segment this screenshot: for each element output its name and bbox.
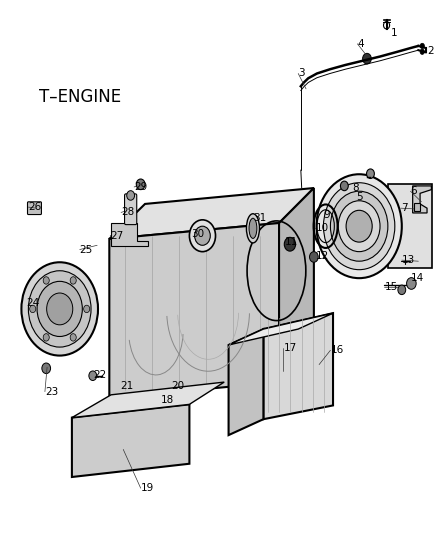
- Text: 10: 10: [316, 223, 329, 233]
- Ellipse shape: [247, 214, 259, 243]
- Text: 28: 28: [121, 207, 134, 217]
- Text: 7: 7: [401, 203, 407, 213]
- Text: 4: 4: [357, 39, 364, 49]
- Circle shape: [136, 179, 145, 190]
- Polygon shape: [279, 188, 314, 382]
- Circle shape: [47, 293, 73, 325]
- Text: 15: 15: [385, 281, 398, 292]
- Circle shape: [189, 220, 215, 252]
- Ellipse shape: [154, 392, 178, 404]
- Text: 30: 30: [191, 229, 204, 239]
- Text: 13: 13: [402, 255, 415, 265]
- Circle shape: [43, 334, 49, 341]
- Circle shape: [330, 191, 388, 261]
- Circle shape: [170, 383, 177, 392]
- Circle shape: [406, 278, 416, 289]
- Circle shape: [398, 285, 406, 295]
- Circle shape: [284, 237, 296, 251]
- Text: 25: 25: [80, 245, 93, 255]
- Text: 20: 20: [171, 381, 184, 391]
- Circle shape: [70, 334, 76, 341]
- Circle shape: [43, 277, 49, 284]
- Text: 12: 12: [316, 251, 329, 261]
- Text: 11: 11: [285, 237, 298, 247]
- Text: 9: 9: [323, 209, 330, 220]
- Circle shape: [89, 371, 97, 381]
- Polygon shape: [72, 382, 224, 418]
- Polygon shape: [72, 405, 189, 477]
- Text: 1: 1: [391, 28, 398, 38]
- Polygon shape: [414, 203, 420, 211]
- FancyBboxPatch shape: [124, 194, 137, 224]
- Polygon shape: [110, 223, 279, 398]
- Circle shape: [340, 181, 348, 191]
- Circle shape: [21, 262, 98, 356]
- Circle shape: [42, 363, 50, 374]
- Text: 6: 6: [410, 186, 417, 196]
- Text: 27: 27: [110, 231, 124, 241]
- Circle shape: [323, 183, 395, 270]
- Circle shape: [367, 169, 374, 179]
- Circle shape: [420, 43, 424, 49]
- Circle shape: [127, 191, 134, 200]
- Circle shape: [346, 211, 372, 242]
- Text: 23: 23: [45, 386, 58, 397]
- Text: 8: 8: [352, 183, 359, 193]
- Text: 5: 5: [357, 191, 363, 201]
- FancyBboxPatch shape: [28, 202, 42, 215]
- Polygon shape: [413, 186, 431, 213]
- Text: 19: 19: [141, 483, 154, 493]
- Text: 24: 24: [26, 297, 39, 308]
- Circle shape: [310, 252, 318, 262]
- Circle shape: [28, 271, 91, 347]
- Polygon shape: [388, 184, 432, 268]
- Polygon shape: [229, 329, 263, 435]
- Polygon shape: [229, 313, 333, 345]
- Ellipse shape: [249, 218, 257, 238]
- Text: 16: 16: [330, 345, 344, 356]
- Text: 2: 2: [427, 46, 434, 56]
- Text: 17: 17: [283, 343, 297, 353]
- Circle shape: [37, 281, 82, 336]
- Circle shape: [84, 305, 90, 313]
- Text: 31: 31: [253, 213, 266, 223]
- Text: 21: 21: [120, 381, 133, 391]
- Circle shape: [30, 305, 36, 313]
- Polygon shape: [110, 188, 314, 239]
- Text: 29: 29: [134, 182, 147, 192]
- Circle shape: [115, 383, 121, 392]
- Text: 22: 22: [94, 370, 107, 379]
- Text: 14: 14: [410, 273, 424, 283]
- Text: 18: 18: [161, 395, 174, 405]
- Text: 3: 3: [298, 69, 305, 78]
- Polygon shape: [263, 313, 333, 419]
- Circle shape: [420, 49, 424, 54]
- Circle shape: [70, 277, 76, 284]
- Circle shape: [363, 53, 371, 64]
- Circle shape: [317, 174, 402, 278]
- Circle shape: [279, 369, 287, 378]
- Circle shape: [194, 226, 210, 245]
- Text: 26: 26: [28, 202, 42, 212]
- Circle shape: [338, 201, 380, 252]
- Text: T–ENGINE: T–ENGINE: [39, 88, 121, 106]
- Polygon shape: [111, 223, 148, 246]
